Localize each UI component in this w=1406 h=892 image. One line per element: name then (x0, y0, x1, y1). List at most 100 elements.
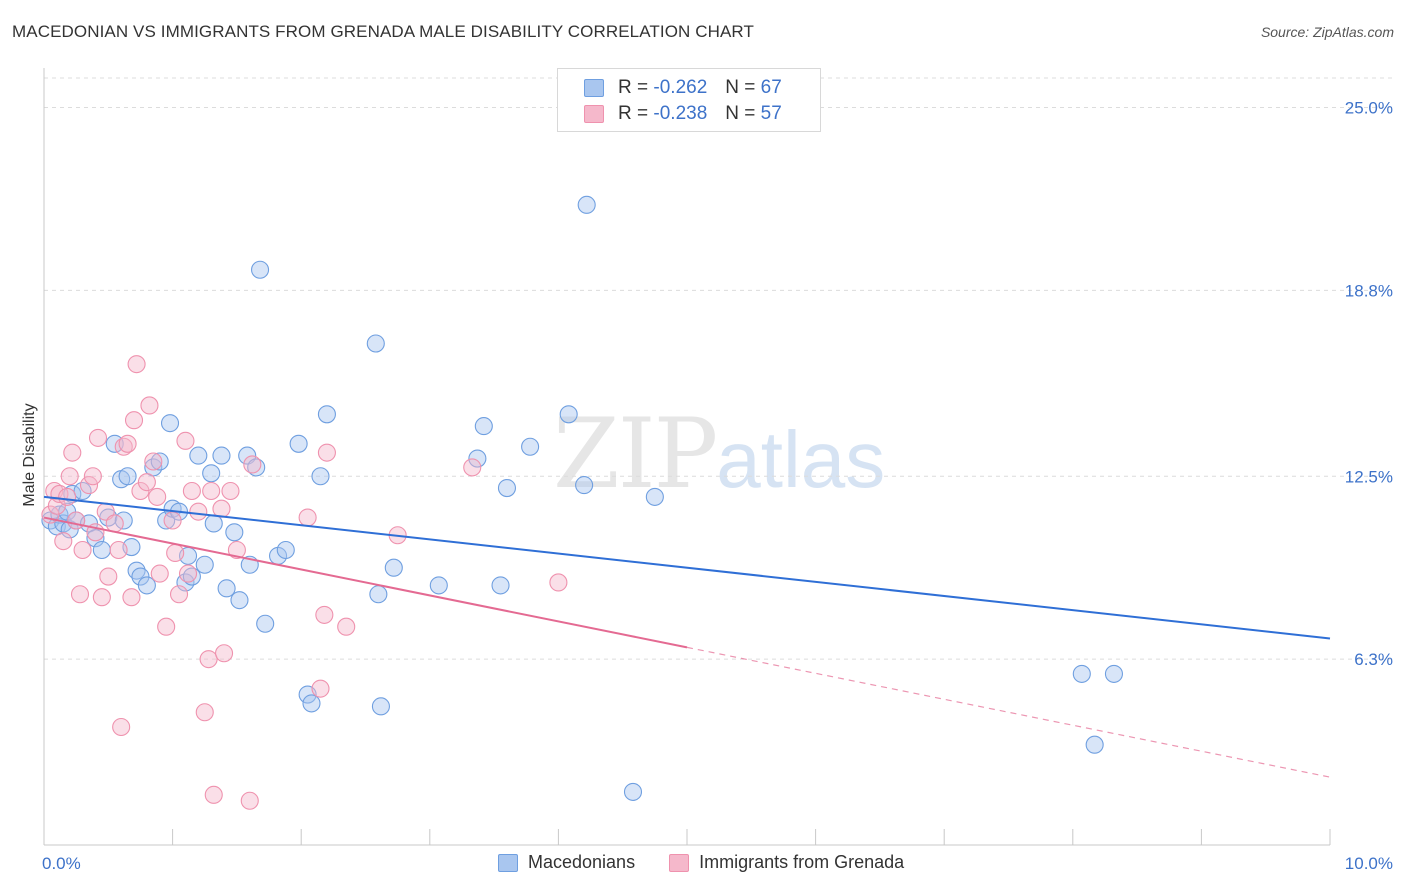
grenada-point (79, 476, 99, 495)
grenada-point (317, 443, 336, 462)
grenada-point (176, 431, 195, 450)
legend-n-label: N = (725, 103, 756, 124)
macedonian-point (60, 520, 79, 539)
grenada-point (311, 679, 330, 698)
grenada-point (70, 585, 90, 604)
grenada-point (227, 540, 246, 560)
macedonian-point (256, 614, 275, 633)
grenada-point (127, 355, 146, 374)
grenada-point (122, 588, 141, 607)
legend-swatch-grenada (584, 105, 604, 123)
macedonian-point (157, 511, 176, 530)
series-legend-item-macedonians[interactable]: Macedonians (498, 852, 635, 873)
macedonian-point (302, 694, 321, 713)
grenada-point (549, 573, 568, 592)
macedonian-point (623, 782, 643, 801)
points-layer (41, 195, 1124, 810)
macedonian-point (289, 434, 308, 453)
grenada-point (112, 717, 131, 737)
axis-layer (43, 68, 1331, 846)
grenada-point (124, 411, 144, 430)
macedonian-point (491, 576, 510, 595)
macedonian-point (311, 467, 330, 486)
macedonian-point (217, 579, 236, 598)
y-tick-label: 18.8% (1345, 281, 1393, 300)
grenada-point (109, 540, 128, 560)
legend-n-value: 67 (760, 77, 782, 98)
legend-row-macedonians: R = -0.262 N = 67 (558, 76, 782, 100)
macedonian-point (160, 414, 180, 433)
macedonian-point (1085, 735, 1104, 754)
y-tick-label: 6.3% (1354, 650, 1393, 669)
series-swatch-macedonians (498, 853, 518, 872)
legend-n-label: N = (725, 77, 756, 98)
grenada-point (148, 487, 167, 506)
grenada-point (118, 434, 137, 453)
y-axis-title: Male Disability (21, 403, 38, 507)
grenada-point (166, 543, 185, 563)
macedonian-trend-line (43, 495, 1331, 640)
macedonian-point (137, 576, 156, 595)
macedonian-point (1072, 664, 1091, 683)
macedonian-point (150, 452, 169, 471)
grenada-point (315, 605, 334, 624)
grenada-point (99, 567, 118, 586)
y-tick-label: 25.0% (1345, 99, 1393, 118)
legend-swatch-macedonians (584, 79, 604, 97)
macedonian-point (317, 405, 336, 424)
legend-r-label: R = (618, 77, 649, 98)
grenada-point (67, 511, 86, 530)
grenada-point (195, 703, 214, 722)
grenada-trend-line-extension (686, 646, 1331, 778)
series-legend-item-grenada[interactable]: Immigrants from Grenada (669, 852, 904, 873)
grenada-point (240, 791, 259, 810)
macedonian-point (559, 405, 578, 424)
grenada-point (202, 481, 221, 501)
grenada-point (214, 644, 234, 663)
grenada-point (88, 428, 108, 447)
grenada-point (73, 540, 92, 560)
series-swatch-grenada (669, 853, 690, 872)
grenada-point (163, 511, 182, 530)
grenada-point (144, 452, 163, 471)
macedonian-point (1104, 664, 1124, 683)
grenada-point (83, 467, 102, 486)
macedonian-point (384, 558, 403, 577)
grenada-point (178, 564, 198, 583)
series-legend: Macedonians Immigrants from Grenada (498, 852, 938, 873)
macedonian-point (468, 449, 487, 468)
grenada-point (92, 588, 111, 607)
legend-r-value: -0.238 (653, 103, 708, 124)
y-tick-label: 12.5% (1345, 467, 1393, 486)
label-layer: 6.3% 12.5% 18.8% 25.0% 0.0% 10.0% (42, 99, 1393, 874)
macedonian-point (497, 478, 517, 498)
watermark-zip: ZIP (553, 398, 718, 510)
macedonian-point (369, 585, 388, 604)
legend-row-grenada: R = -0.238 N = 57 (558, 102, 782, 126)
chart-title: MACEDONIAN VS IMMIGRANTS FROM GRENADA MA… (12, 22, 754, 41)
macedonian-point (429, 576, 448, 595)
trend-layer (43, 495, 1331, 778)
x-tick-label: 0.0% (42, 854, 81, 873)
grenada-point (54, 532, 73, 551)
macedonian-point (230, 591, 249, 610)
macedonian-point (63, 484, 82, 504)
grenada-point (221, 481, 240, 501)
grenada-point (337, 617, 356, 636)
grenada-point (150, 564, 169, 583)
legend-n-value: 57 (760, 103, 782, 124)
watermark: ZIPatlas (553, 398, 885, 510)
grenada-point (182, 481, 201, 501)
series-label-grenada: Immigrants from Grenada (699, 852, 905, 872)
grenada-point (60, 467, 79, 486)
source-label: Source: ZipAtlas.com (1260, 24, 1394, 40)
macedonian-point (225, 523, 244, 542)
grenada-point (298, 508, 317, 527)
macedonian-point (118, 467, 137, 486)
macedonian-point (371, 697, 390, 716)
watermark-atlas: atlas (716, 415, 886, 504)
macedonian-point (189, 446, 208, 465)
macedonian-point (474, 417, 493, 436)
grenada-point (105, 514, 124, 533)
macedonian-point (92, 540, 111, 560)
